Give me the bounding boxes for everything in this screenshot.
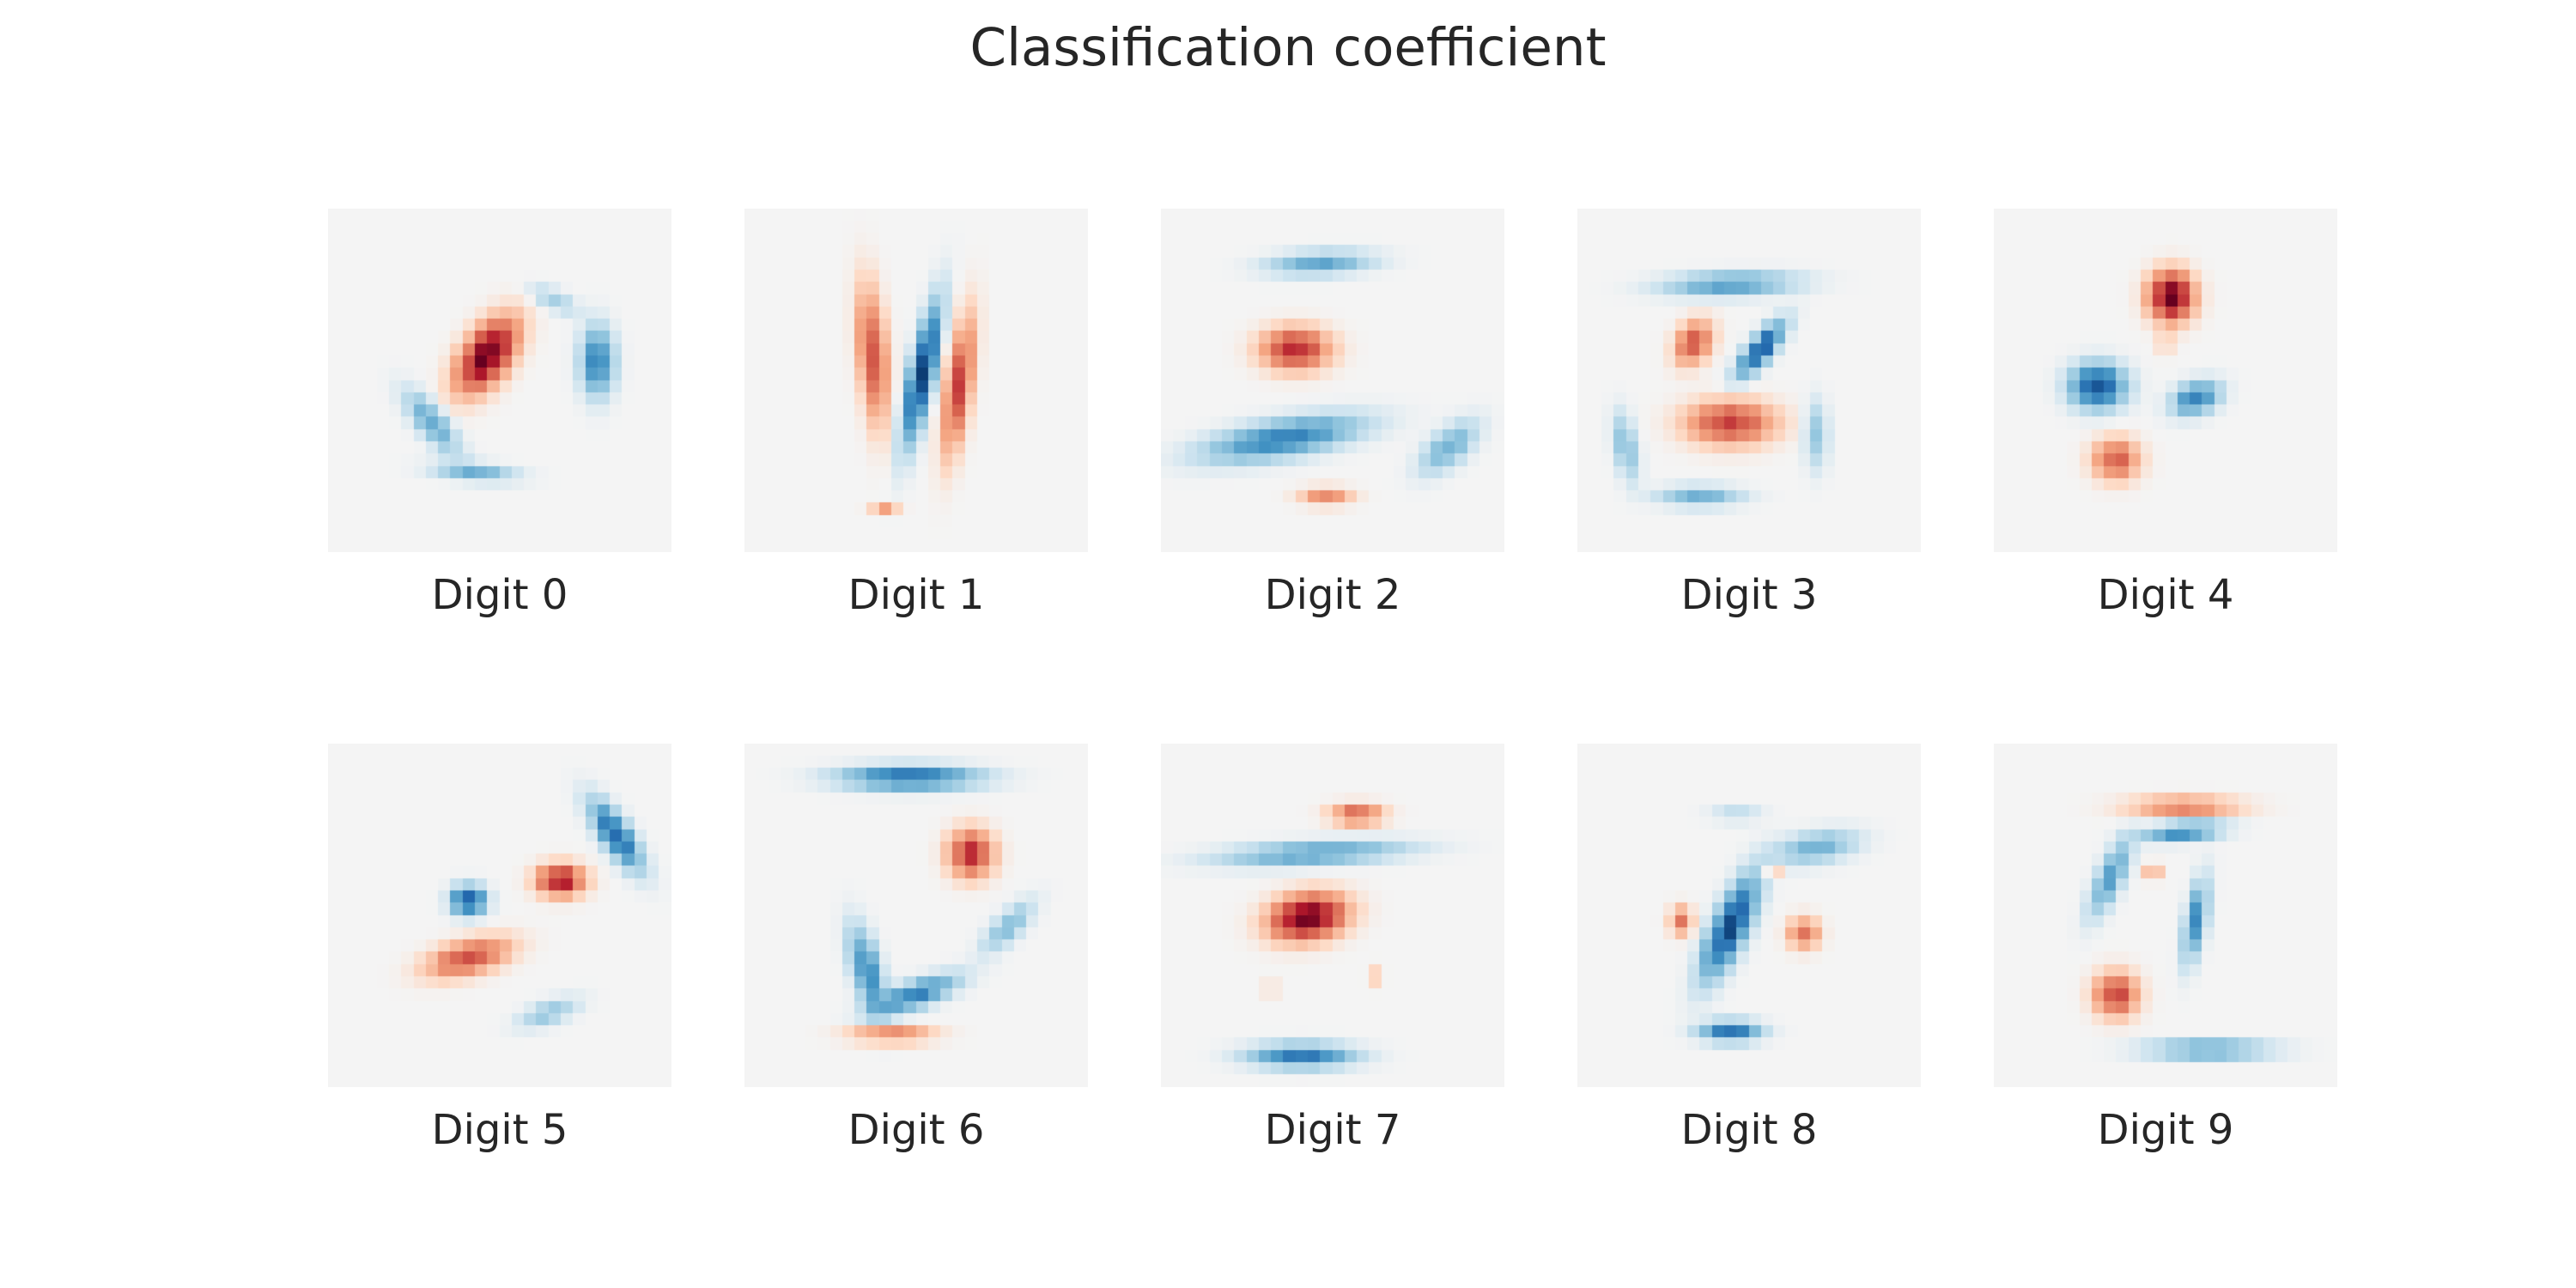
digit-5-panel: Digit 5 [328,744,671,1154]
digit-4-label: Digit 4 [2097,571,2234,619]
digit-3-panel: Digit 3 [1577,209,1921,619]
digit-6-heatmap [744,744,1088,1087]
digit-8-panel: Digit 8 [1577,744,1921,1154]
chart-title: Classification coefficient [969,17,1607,78]
digit-1-heatmap [744,209,1088,552]
digit-8-label: Digit 8 [1680,1106,1818,1154]
digit-4-panel: Digit 4 [1994,209,2337,619]
digit-7-heatmap [1161,744,1504,1087]
digit-1-label: Digit 1 [848,571,985,619]
digit-3-label: Digit 3 [1680,571,1818,619]
digit-0-label: Digit 0 [431,571,568,619]
digit-8-heatmap [1577,744,1921,1087]
digit-9-label: Digit 9 [2097,1106,2234,1154]
digit-3-heatmap [1577,209,1921,552]
digit-4-heatmap [1994,209,2337,552]
digit-6-panel: Digit 6 [744,744,1088,1154]
digit-5-heatmap [328,744,671,1087]
digit-0-panel: Digit 0 [328,209,671,619]
digit-2-label: Digit 2 [1264,571,1401,619]
digit-9-heatmap [1994,744,2337,1087]
digit-9-panel: Digit 9 [1994,744,2337,1154]
digit-2-heatmap [1161,209,1504,552]
digit-1-panel: Digit 1 [744,209,1088,619]
digit-2-panel: Digit 2 [1161,209,1504,619]
digit-5-label: Digit 5 [431,1106,568,1154]
digit-7-label: Digit 7 [1264,1106,1401,1154]
digit-6-label: Digit 6 [848,1106,985,1154]
digit-0-heatmap [328,209,671,552]
digit-7-panel: Digit 7 [1161,744,1504,1154]
